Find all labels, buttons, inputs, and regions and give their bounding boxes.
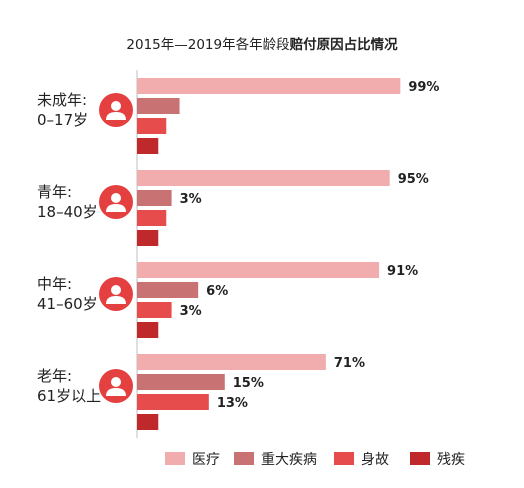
bar: [137, 374, 225, 390]
chart-title-bold: 赔付原因占比情况: [289, 36, 398, 53]
data-label: 15%: [233, 376, 264, 391]
group-label-line2: 41–60岁: [37, 295, 98, 313]
legend-item: 身故: [334, 452, 389, 468]
bar: [137, 230, 159, 246]
group-label-line1: 未成年:: [37, 91, 87, 109]
data-label: 71%: [334, 356, 365, 371]
group-label-line1: 老年:: [37, 367, 72, 385]
group-label: 中年: 41–60岁: [37, 275, 98, 313]
group-label-line1: 中年:: [37, 275, 72, 293]
legend-item: 残疾: [410, 452, 465, 468]
data-label: 13%: [217, 396, 248, 411]
young-adult-person-icon: [99, 185, 133, 219]
group-label: 老年: 61岁以上: [37, 367, 101, 405]
legend-label: 医疗: [192, 452, 220, 468]
data-label: 3%: [180, 304, 202, 319]
group-label: 未成年: 0–17岁: [37, 91, 88, 129]
legend-item: 重大疾病: [234, 452, 317, 468]
group-label-line2: 61岁以上: [37, 387, 101, 405]
group-label-line1: 青年:: [37, 183, 72, 201]
data-label: 3%: [180, 192, 202, 207]
chart-title-regular: 2015年—2019年各年龄段: [126, 37, 289, 53]
legend-label: 残疾: [437, 452, 465, 468]
data-label: 95%: [398, 172, 429, 187]
child-person-icon: [99, 93, 133, 127]
bar: [137, 262, 380, 278]
legend-label: 重大疾病: [261, 452, 317, 468]
group-label: 青年: 18–40岁: [37, 183, 98, 221]
group-label-line2: 18–40岁: [37, 203, 98, 221]
legend-swatch: [165, 452, 185, 465]
data-label: 99%: [408, 80, 439, 95]
legend-swatch: [234, 452, 254, 465]
bar: [137, 322, 159, 338]
elderly-person-icon: [99, 369, 133, 403]
chart-title: 2015年—2019年各年龄段赔付原因占比情况: [126, 36, 398, 53]
bar: [137, 394, 209, 410]
bar: [137, 78, 401, 94]
legend-label: 身故: [361, 452, 389, 468]
group-label-line2: 0–17岁: [37, 111, 88, 129]
bar: [137, 118, 167, 134]
bar: [137, 414, 159, 430]
bar: [137, 190, 172, 206]
bar: [137, 210, 167, 226]
data-label: 6%: [206, 284, 228, 299]
legend-swatch: [410, 452, 430, 465]
bar: [137, 282, 199, 298]
middle-aged-person-icon: [99, 277, 133, 311]
data-label: 91%: [387, 264, 418, 279]
bar: [137, 170, 390, 186]
legend-swatch: [334, 452, 354, 465]
bar: [137, 138, 159, 154]
legend-item: 医疗: [165, 452, 220, 468]
bar: [137, 302, 172, 318]
bar: [137, 354, 326, 370]
bar: [137, 98, 180, 114]
